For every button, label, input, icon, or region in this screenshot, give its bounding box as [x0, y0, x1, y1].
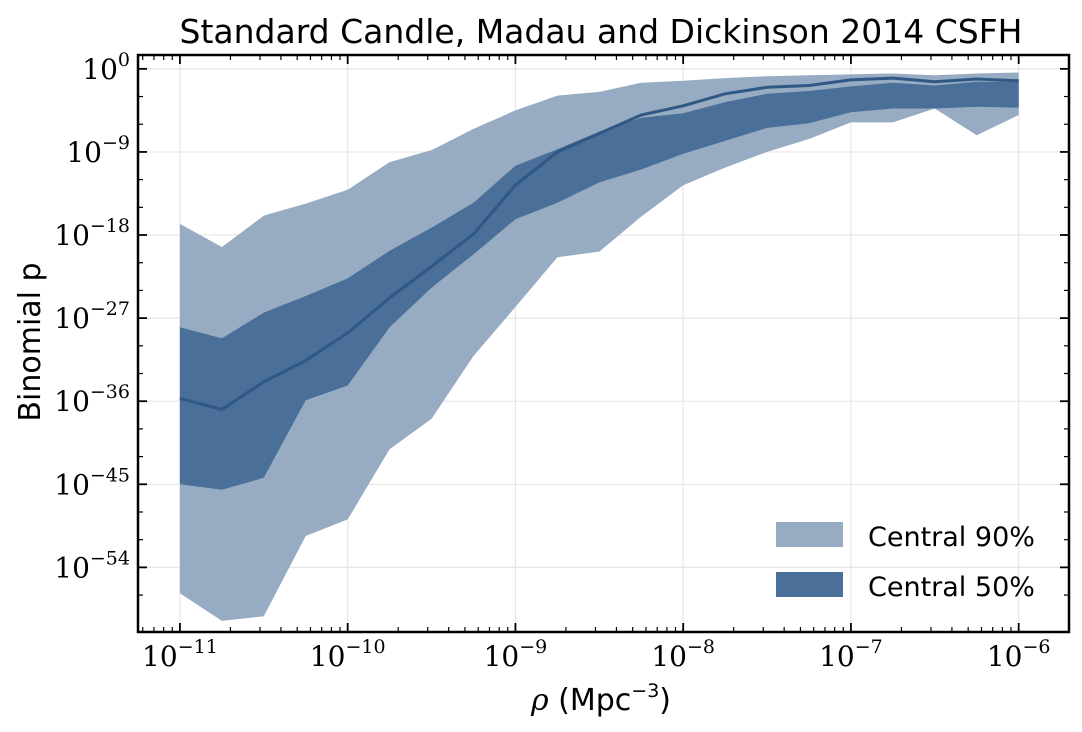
x-tick-label: 10−7: [819, 636, 883, 673]
y-tick-label: 10−36: [54, 381, 130, 418]
y-tick-label: 10−54: [54, 547, 130, 584]
legend-swatch-central-90: [776, 522, 843, 547]
y-tick-label: 10−9: [66, 132, 130, 169]
bands: [179, 72, 1019, 621]
x-tick-label: 10−6: [987, 636, 1051, 673]
x-tick-label: 10−9: [484, 636, 548, 673]
chart-title: Standard Candle, Madau and Dickinson 201…: [180, 12, 1023, 51]
band-central-50: [179, 81, 1019, 490]
legend-label-central-50: Central 50%: [868, 572, 1035, 603]
x-tick-label: 10−11: [142, 636, 218, 673]
plot-frame: [136, 53, 1071, 634]
x-axis-label-symbol: ρ: [530, 683, 549, 718]
y-axis-label: Binomial p: [13, 262, 48, 421]
median-line: [179, 76, 1019, 411]
x-axis-label-unit: (Mpc: [558, 683, 631, 718]
ticks: 10−11 10−10 10−9 10−8 10−7 10−6 100 10−9 10−18 10…: [54, 49, 1069, 673]
legend: Central 90% Central 50%: [776, 522, 1035, 603]
y-tick-label: 10−18: [54, 215, 130, 252]
legend-swatch-central-50: [776, 572, 843, 597]
y-tick-label: 100: [82, 49, 130, 86]
x-tick-label: 10−10: [310, 636, 386, 673]
y-tick-label: 10−45: [54, 464, 130, 501]
x-axis-label: ρ (Mpc−3): [530, 680, 671, 718]
band-central-90: [179, 72, 1019, 621]
legend-label-central-90: Central 90%: [868, 522, 1035, 553]
x-axis-label-exp: −3: [631, 680, 659, 702]
x-axis-label-close: ): [659, 683, 671, 718]
y-tick-label: 10−27: [54, 298, 130, 335]
median-line-group: [179, 76, 1019, 411]
x-tick-label: 10−8: [651, 636, 715, 673]
